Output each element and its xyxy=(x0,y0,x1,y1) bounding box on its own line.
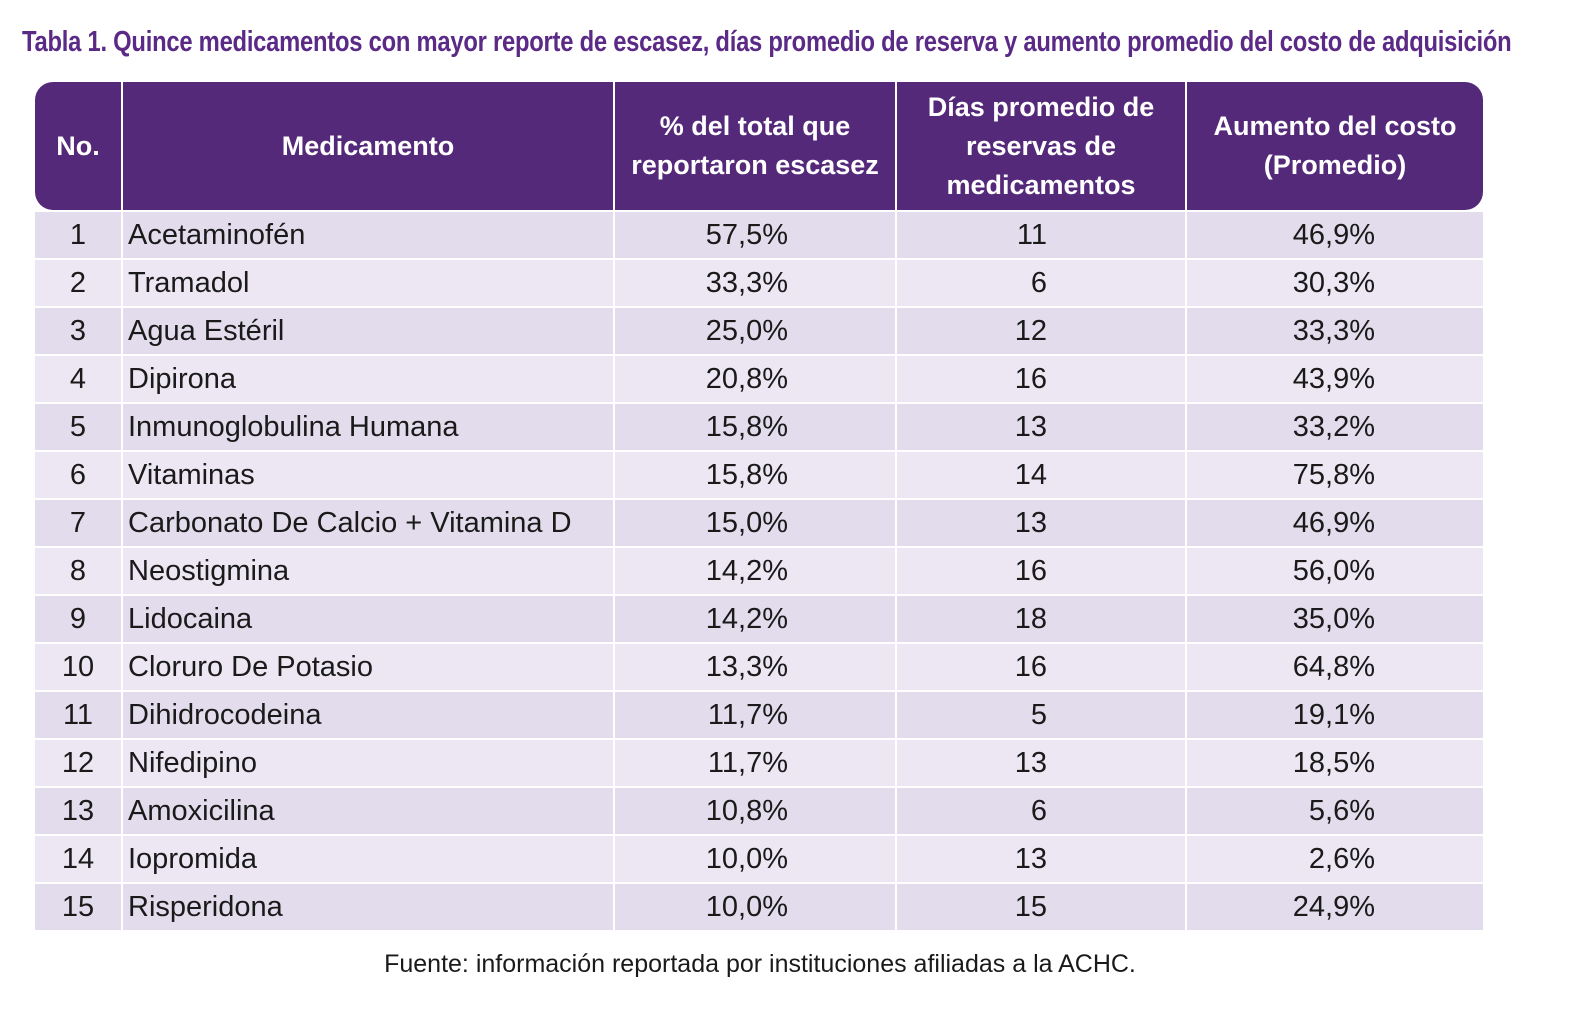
cell-no: 2 xyxy=(35,258,123,306)
cell-no: 5 xyxy=(35,402,123,450)
cell-medicamento: Dipirona xyxy=(123,354,615,402)
table-row: 5 Inmunoglobulina Humana 15,8% 13 33,2% xyxy=(35,402,1483,450)
table-row: 14 Iopromida 10,0% 13 2,6% xyxy=(35,834,1483,882)
cell-medicamento: Tramadol xyxy=(123,258,615,306)
cell-aumento-costo: 64,8% xyxy=(1187,642,1483,690)
cell-no: 13 xyxy=(35,786,123,834)
cell-dias-reserva: 16 xyxy=(897,546,1187,594)
cell-aumento-costo: 2,6% xyxy=(1187,834,1483,882)
header-aumento-costo: Aumento del costo (Promedio) xyxy=(1187,82,1483,210)
cell-dias-reserva: 13 xyxy=(897,498,1187,546)
cell-aumento-costo: 5,6% xyxy=(1187,786,1483,834)
table-row: 13 Amoxicilina 10,8% 6 5,6% xyxy=(35,786,1483,834)
cell-pct-escasez: 15,8% xyxy=(615,402,897,450)
cell-dias-reserva: 13 xyxy=(897,834,1187,882)
cell-pct-escasez: 14,2% xyxy=(615,594,897,642)
cell-no: 1 xyxy=(35,210,123,258)
cell-no: 10 xyxy=(35,642,123,690)
cell-aumento-costo: 18,5% xyxy=(1187,738,1483,786)
cell-pct-escasez: 15,0% xyxy=(615,498,897,546)
cell-medicamento: Amoxicilina xyxy=(123,786,615,834)
cell-medicamento: Nifedipino xyxy=(123,738,615,786)
table-row: 12 Nifedipino 11,7% 13 18,5% xyxy=(35,738,1483,786)
cell-medicamento: Carbonato De Calcio + Vitamina D xyxy=(123,498,615,546)
cell-no: 4 xyxy=(35,354,123,402)
cell-medicamento: Lidocaina xyxy=(123,594,615,642)
cell-no: 7 xyxy=(35,498,123,546)
cell-pct-escasez: 20,8% xyxy=(615,354,897,402)
cell-dias-reserva: 6 xyxy=(897,786,1187,834)
cell-pct-escasez: 13,3% xyxy=(615,642,897,690)
cell-dias-reserva: 13 xyxy=(897,402,1187,450)
cell-medicamento: Inmunoglobulina Humana xyxy=(123,402,615,450)
cell-pct-escasez: 15,8% xyxy=(615,450,897,498)
cell-medicamento: Dihidrocodeina xyxy=(123,690,615,738)
table-row: 10 Cloruro De Potasio 13,3% 16 64,8% xyxy=(35,642,1483,690)
cell-aumento-costo: 33,3% xyxy=(1187,306,1483,354)
cell-medicamento: Neostigmina xyxy=(123,546,615,594)
cell-dias-reserva: 15 xyxy=(897,882,1187,930)
cell-aumento-costo: 46,9% xyxy=(1187,210,1483,258)
cell-dias-reserva: 14 xyxy=(897,450,1187,498)
table-row: 4 Dipirona 20,8% 16 43,9% xyxy=(35,354,1483,402)
cell-no: 9 xyxy=(35,594,123,642)
table-row: 9 Lidocaina 14,2% 18 35,0% xyxy=(35,594,1483,642)
medicines-table: No. Medicamento % del total que reportar… xyxy=(35,82,1483,930)
cell-aumento-costo: 75,8% xyxy=(1187,450,1483,498)
cell-aumento-costo: 43,9% xyxy=(1187,354,1483,402)
cell-aumento-costo: 30,3% xyxy=(1187,258,1483,306)
table-title: Tabla 1. Quince medicamentos con mayor r… xyxy=(22,26,1512,58)
cell-dias-reserva: 6 xyxy=(897,258,1187,306)
header-medicamento: Medicamento xyxy=(123,82,615,210)
cell-pct-escasez: 11,7% xyxy=(615,738,897,786)
table-row: 2 Tramadol 33,3% 6 30,3% xyxy=(35,258,1483,306)
cell-pct-escasez: 10,8% xyxy=(615,786,897,834)
cell-pct-escasez: 11,7% xyxy=(615,690,897,738)
cell-medicamento: Agua Estéril xyxy=(123,306,615,354)
cell-dias-reserva: 11 xyxy=(897,210,1187,258)
table-row: 15 Risperidona 10,0% 15 24,9% xyxy=(35,882,1483,930)
cell-aumento-costo: 46,9% xyxy=(1187,498,1483,546)
cell-aumento-costo: 24,9% xyxy=(1187,882,1483,930)
cell-aumento-costo: 35,0% xyxy=(1187,594,1483,642)
header-dias-reserva: Días promedio de reservas de medicamento… xyxy=(897,82,1187,210)
table-row: 11 Dihidrocodeina 11,7% 5 19,1% xyxy=(35,690,1483,738)
cell-dias-reserva: 12 xyxy=(897,306,1187,354)
cell-pct-escasez: 10,0% xyxy=(615,882,897,930)
cell-aumento-costo: 56,0% xyxy=(1187,546,1483,594)
cell-dias-reserva: 5 xyxy=(897,690,1187,738)
header-pct-escasez: % del total que reportaron escasez xyxy=(615,82,897,210)
cell-medicamento: Risperidona xyxy=(123,882,615,930)
cell-no: 8 xyxy=(35,546,123,594)
table-row: 6 Vitaminas 15,8% 14 75,8% xyxy=(35,450,1483,498)
cell-pct-escasez: 10,0% xyxy=(615,834,897,882)
cell-no: 3 xyxy=(35,306,123,354)
table-row: 7 Carbonato De Calcio + Vitamina D 15,0% 13… xyxy=(35,498,1483,546)
header-row: No. Medicamento % del total que reportar… xyxy=(35,82,1483,210)
source-note: Fuente: información reportada por instit… xyxy=(384,950,1136,978)
cell-medicamento: Vitaminas xyxy=(123,450,615,498)
table-row: 3 Agua Estéril 25,0% 12 33,3% xyxy=(35,306,1483,354)
cell-no: 6 xyxy=(35,450,123,498)
cell-medicamento: Acetaminofén xyxy=(123,210,615,258)
cell-dias-reserva: 13 xyxy=(897,738,1187,786)
cell-dias-reserva: 16 xyxy=(897,354,1187,402)
cell-pct-escasez: 57,5% xyxy=(615,210,897,258)
cell-aumento-costo: 19,1% xyxy=(1187,690,1483,738)
cell-pct-escasez: 25,0% xyxy=(615,306,897,354)
cell-pct-escasez: 33,3% xyxy=(615,258,897,306)
cell-aumento-costo: 33,2% xyxy=(1187,402,1483,450)
cell-no: 15 xyxy=(35,882,123,930)
cell-dias-reserva: 18 xyxy=(897,594,1187,642)
cell-dias-reserva: 16 xyxy=(897,642,1187,690)
cell-medicamento: Iopromida xyxy=(123,834,615,882)
cell-no: 11 xyxy=(35,690,123,738)
table-row: 1 Acetaminofén 57,5% 11 46,9% xyxy=(35,210,1483,258)
cell-no: 14 xyxy=(35,834,123,882)
table-row: 8 Neostigmina 14,2% 16 56,0% xyxy=(35,546,1483,594)
cell-no: 12 xyxy=(35,738,123,786)
header-no: No. xyxy=(35,82,123,210)
cell-pct-escasez: 14,2% xyxy=(615,546,897,594)
cell-medicamento: Cloruro De Potasio xyxy=(123,642,615,690)
